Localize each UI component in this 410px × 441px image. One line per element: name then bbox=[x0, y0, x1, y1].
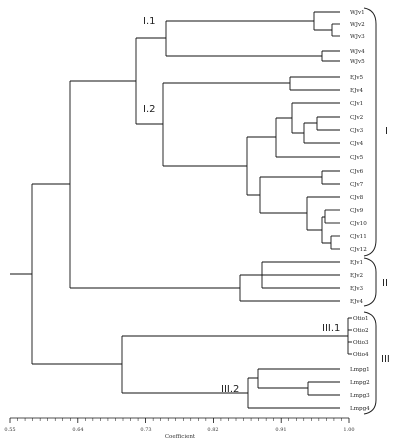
node-root bbox=[10, 184, 33, 364]
leaf-label: CJv11 bbox=[350, 234, 367, 240]
axis-title: Coefficient bbox=[165, 434, 196, 440]
axis-tick-label: 1.00 bbox=[343, 427, 354, 433]
leaf-label: Otio1 bbox=[353, 316, 369, 322]
leaf-label: EJv1 bbox=[350, 260, 363, 266]
branch-wjv123 bbox=[166, 12, 315, 30]
leaf-label: CJv7 bbox=[350, 182, 364, 188]
group-label-i: I bbox=[385, 126, 388, 137]
leaf-label: EJv2 bbox=[350, 273, 363, 279]
leaf-label: CJv10 bbox=[350, 221, 367, 227]
node-cjv12345 bbox=[247, 118, 277, 157]
node-cjv6-12 bbox=[247, 177, 261, 213]
node-i2 bbox=[136, 83, 164, 166]
leaf-label: CJv2 bbox=[350, 115, 364, 121]
node-group-ii bbox=[70, 275, 241, 301]
leaf-label: WJv3 bbox=[350, 34, 365, 40]
brace-group-i bbox=[363, 7, 377, 257]
leaf-label: CJv1 bbox=[350, 101, 363, 107]
leaf-label: CJv4 bbox=[350, 141, 364, 147]
node-cjv910 bbox=[322, 210, 326, 223]
leaf-label: CJv6 bbox=[350, 169, 364, 175]
leaf-label: Lmpg1 bbox=[350, 367, 370, 373]
clade-label-iii1: III.1 bbox=[322, 323, 340, 334]
node-cjv23 bbox=[304, 117, 318, 130]
node-i1 bbox=[136, 21, 167, 56]
node-cjv67 bbox=[260, 171, 323, 184]
group-label-ii: II bbox=[382, 278, 388, 289]
group-braces: I II III bbox=[363, 7, 390, 415]
node-cjv1112 bbox=[322, 236, 332, 249]
group-label-iii: III bbox=[381, 354, 390, 365]
leaf-label: EJv4 bbox=[350, 299, 363, 305]
node-cjv9-12 bbox=[307, 217, 323, 243]
leaf-label: WJv1 bbox=[350, 10, 365, 16]
node-group-iii bbox=[32, 336, 123, 393]
axis-tick-label: 0.73 bbox=[140, 427, 151, 433]
leaf-label: CJv5 bbox=[350, 155, 364, 161]
tree-branches bbox=[10, 11, 352, 409]
node-lmpg123 bbox=[248, 369, 259, 388]
leaf-label: Otio2 bbox=[353, 328, 369, 334]
brace-group-iii bbox=[363, 311, 377, 415]
axis-tick-label: 0.91 bbox=[275, 427, 286, 433]
leaf-label: Otio3 bbox=[353, 340, 369, 346]
clade-labels: I.1 I.2 III.1 III.2 bbox=[143, 16, 340, 395]
branch-wjv23 bbox=[314, 24, 333, 36]
node-cjv1-12 bbox=[163, 137, 248, 195]
node-cjv8-12 bbox=[260, 197, 308, 230]
node-ejv123 bbox=[240, 262, 263, 288]
node-lmpg23 bbox=[258, 382, 309, 395]
node-i-ii bbox=[32, 81, 71, 288]
node-cjv1234 bbox=[276, 103, 293, 133]
axis-minor-ticks bbox=[9, 418, 350, 423]
leaf-label: CJv8 bbox=[350, 195, 364, 201]
leaf-label: CJv9 bbox=[350, 208, 364, 214]
leaf-label: WJv2 bbox=[350, 22, 365, 28]
leaf-label: EJv3 bbox=[350, 286, 363, 292]
branch-wjv45 bbox=[166, 51, 323, 61]
node-iii1 bbox=[122, 318, 349, 354]
brace-group-ii bbox=[363, 257, 377, 307]
node-ejv54 bbox=[163, 77, 291, 90]
coefficient-axis: 0.55 0.64 0.73 0.82 0.91 1.00 Coefficien… bbox=[4, 417, 355, 440]
clade-label-i1: I.1 bbox=[143, 16, 156, 27]
leaf-label: EJv5 bbox=[350, 75, 363, 81]
leaf-label: WJv5 bbox=[350, 59, 365, 65]
leaf-label: CJv3 bbox=[350, 128, 364, 134]
leaf-label: Lmpg3 bbox=[350, 393, 370, 399]
leaf-label: CJv12 bbox=[350, 247, 367, 253]
clade-label-i2: I.2 bbox=[143, 104, 156, 115]
axis-tick-label: 0.55 bbox=[4, 427, 15, 433]
leaf-label: EJv4 bbox=[350, 88, 363, 94]
leaf-labels: WJv1 WJv2 WJv3 WJv4 WJv5 EJv5 EJv4 CJv1 … bbox=[350, 10, 370, 412]
axis-tick-label: 0.82 bbox=[207, 427, 218, 433]
leaf-label: Otio4 bbox=[353, 352, 369, 358]
axis-tick-label: 0.64 bbox=[72, 427, 83, 433]
leaf-label: Lmpg2 bbox=[350, 380, 370, 386]
node-group-i bbox=[70, 38, 137, 124]
node-cjv234 bbox=[292, 123, 305, 143]
leaf-label: WJv4 bbox=[350, 49, 365, 55]
node-iii2 bbox=[122, 378, 249, 408]
leaf-label: Lmpg4 bbox=[350, 406, 370, 412]
clade-label-iii2: III.2 bbox=[221, 384, 239, 395]
